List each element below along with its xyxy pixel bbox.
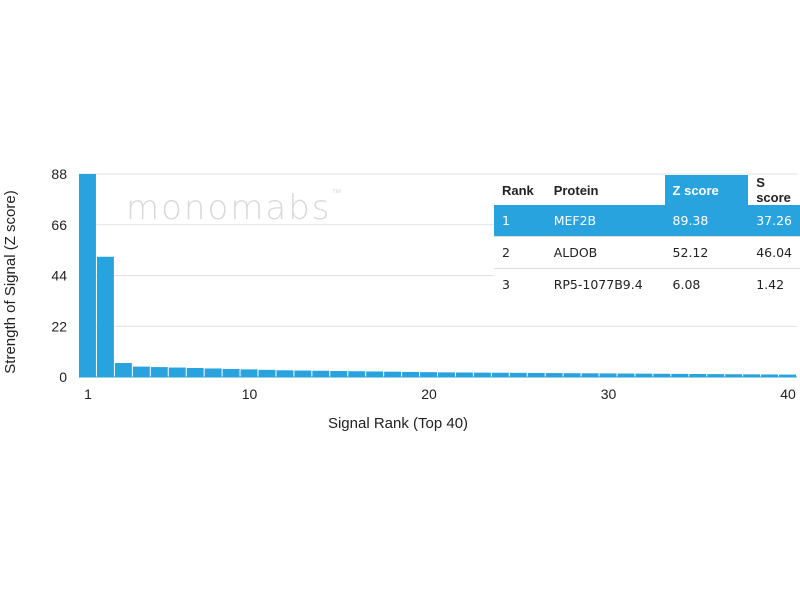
x-tick-label: 40 [780, 386, 796, 402]
ranking-table: Rank Protein Z score S score 1 MEF2B 89.… [494, 175, 800, 300]
bar-rank-8 [204, 368, 222, 377]
bar-rank-28 [563, 373, 581, 377]
table-row: 3 RP5-1077B9.4 6.08 1.42 [494, 268, 800, 300]
cell-protein: MEF2B [545, 205, 665, 237]
bar-rank-36 [707, 374, 725, 377]
y-tick-label: 0 [59, 369, 67, 385]
bar-rank-10 [240, 369, 258, 377]
cell-s-score: 37.26 [748, 205, 800, 237]
x-tick-label: 10 [242, 386, 258, 402]
bar-rank-40 [779, 374, 796, 377]
header-s-score: S score [756, 175, 791, 205]
bar-rank-20 [420, 372, 437, 377]
table-row: 2 ALDOB 52.12 46.04 [494, 236, 800, 269]
bar-rank-21 [438, 372, 455, 377]
cell-s-score: 46.04 [748, 236, 800, 269]
bar-rank-3 [114, 362, 132, 377]
bar-rank-7 [186, 368, 204, 377]
bar-rank-19 [402, 371, 420, 377]
x-tick-label: 30 [601, 386, 617, 402]
bar-rank-5 [150, 367, 168, 377]
bar-rank-1 [79, 174, 96, 377]
bar-rank-22 [455, 372, 473, 377]
cell-protein: ALDOB [545, 236, 665, 269]
bar-rank-31 [617, 373, 635, 377]
cell-z-score: 89.38 [664, 205, 749, 237]
bar-rank-34 [671, 373, 689, 377]
y-tick-labels: 0 22 44 66 88 [51, 166, 67, 385]
bars [79, 174, 796, 377]
bar-rank-30 [599, 373, 617, 377]
bar-rank-12 [276, 370, 294, 377]
bar-rank-17 [366, 371, 384, 377]
bar-rank-33 [653, 373, 671, 377]
bar-rank-4 [132, 366, 150, 377]
bar-rank-9 [222, 368, 240, 377]
bar-rank-37 [725, 374, 743, 377]
bar-rank-16 [348, 371, 366, 377]
header-rank: Rank [502, 182, 534, 198]
cell-rank: 2 [494, 236, 546, 269]
x-tick-labels: 1 10 20 30 40 [84, 386, 796, 402]
cell-z-score: 52.12 [664, 236, 749, 269]
bar-rank-2 [96, 256, 114, 377]
bar-rank-27 [545, 373, 563, 377]
x-axis-title: Signal Rank (Top 40) [328, 415, 468, 432]
x-tick-label: 20 [421, 386, 437, 402]
y-tick-label: 66 [51, 217, 67, 233]
bar-rank-24 [491, 372, 509, 377]
y-axis-title: Strength of Signal (Z score) [2, 190, 19, 373]
cell-rank: 3 [494, 268, 546, 300]
cell-s-score: 1.42 [748, 268, 800, 300]
header-z-score: Z score [664, 175, 749, 205]
cell-z-score: 6.08 [664, 268, 749, 300]
table-row: 1 MEF2B 89.38 37.26 [494, 205, 800, 237]
x-tick-label: 1 [84, 386, 92, 402]
cell-rank: 1 [494, 205, 546, 237]
watermark-trademark: ™ [331, 188, 344, 199]
y-tick-label: 44 [51, 268, 67, 284]
bar-rank-32 [635, 373, 653, 377]
table-header-row: Rank Protein Z score S score [494, 175, 800, 205]
watermark-logo: monomabs™ [126, 188, 344, 228]
bar-rank-39 [761, 374, 779, 377]
bar-rank-18 [384, 371, 402, 377]
header-protein: Protein [553, 182, 599, 198]
bar-rank-38 [743, 374, 761, 377]
bar-rank-11 [258, 369, 276, 377]
watermark-text: monomabs [126, 188, 332, 228]
cell-protein: RP5-1077B9.4 [545, 268, 665, 300]
y-tick-label: 22 [51, 318, 67, 334]
bar-rank-35 [689, 374, 707, 377]
bar-rank-25 [509, 372, 527, 377]
bar-rank-13 [294, 370, 312, 377]
bar-rank-6 [168, 367, 186, 377]
bar-rank-23 [473, 372, 491, 377]
bar-rank-26 [527, 372, 545, 377]
bar-rank-29 [581, 373, 599, 377]
bar-rank-15 [330, 371, 348, 377]
y-tick-label: 88 [51, 166, 67, 182]
bar-rank-14 [312, 370, 330, 377]
